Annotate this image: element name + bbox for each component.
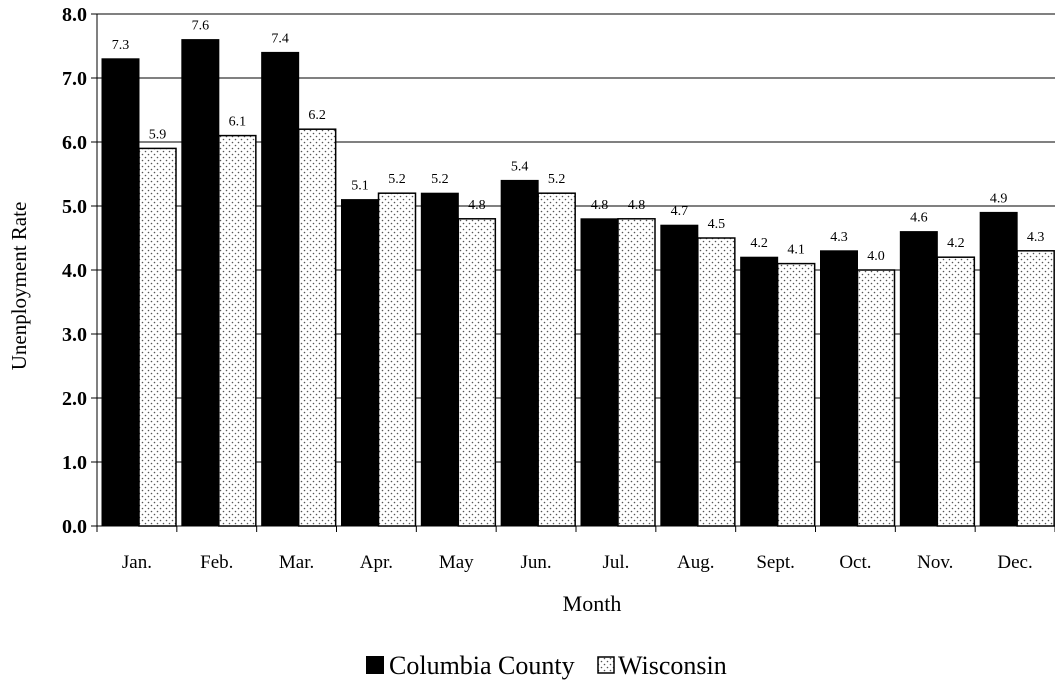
x-tick-label: Oct. <box>839 552 871 573</box>
data-label-wisconsin: 4.8 <box>628 198 646 213</box>
data-label-wisconsin: 5.9 <box>149 127 167 142</box>
data-label-wisconsin: 6.2 <box>308 108 326 123</box>
data-label-wisconsin: 5.2 <box>388 172 406 187</box>
bar-wisconsin <box>697 237 736 527</box>
data-label-wisconsin: 4.8 <box>468 198 486 213</box>
data-label-columbia-county: 4.8 <box>591 198 609 213</box>
bar-wisconsin <box>457 218 497 527</box>
bar-wisconsin <box>377 192 417 527</box>
bar-columbia-county <box>740 256 779 527</box>
data-label-columbia-county: 5.4 <box>511 159 529 174</box>
data-label-columbia-county: 5.1 <box>351 179 369 194</box>
bar-wisconsin <box>297 128 337 527</box>
legend: Columbia County Wisconsin <box>366 651 727 680</box>
bar-wisconsin <box>617 218 656 527</box>
bar-columbia-county <box>820 250 858 527</box>
data-label-wisconsin: 4.1 <box>787 243 805 258</box>
x-axis-title: Month <box>563 591 622 616</box>
data-label-columbia-county: 4.9 <box>990 191 1008 206</box>
x-tick-label: Dec. <box>997 552 1032 573</box>
x-tick-label: Jul. <box>602 552 629 573</box>
legend-swatch-wisconsin <box>597 656 615 674</box>
x-tick-label: Jan. <box>122 552 152 573</box>
data-label-columbia-county: 7.6 <box>192 19 210 34</box>
bar-wisconsin <box>776 262 816 527</box>
axes: 0.0 1.0 2.0 3.0 4.0 5.0 6.0 7.0 8.0 Jan. Feb. Mar. A… <box>62 4 1055 573</box>
gridlines <box>97 13 1055 463</box>
y-tick-label: 0.0 <box>62 516 87 538</box>
bar-wisconsin <box>537 192 576 527</box>
bar-wisconsin <box>218 134 257 527</box>
bar-wisconsin <box>1016 250 1055 527</box>
x-tick-label: Sept. <box>756 552 795 573</box>
bar-columbia-county <box>979 211 1018 527</box>
y-tick-label: 5.0 <box>62 196 87 218</box>
data-label-columbia-county: 7.4 <box>271 31 289 46</box>
data-label-wisconsin: 4.0 <box>867 249 885 264</box>
y-tick-label: 2.0 <box>62 388 87 410</box>
x-tick-label: May <box>439 552 474 573</box>
x-tick-label: Feb. <box>200 552 233 573</box>
bar-columbia-county <box>420 192 459 527</box>
y-tick-label: 8.0 <box>62 4 87 26</box>
data-label-columbia-county: 4.6 <box>910 211 928 226</box>
x-tick-label: Nov. <box>917 552 953 573</box>
data-label-wisconsin: 5.2 <box>548 172 566 187</box>
legend-label-columbia-county: Columbia County <box>389 651 575 680</box>
bar-wisconsin <box>936 256 976 527</box>
data-label-columbia-county: 4.3 <box>830 230 848 245</box>
bar-columbia-county <box>500 179 539 527</box>
bar-wisconsin <box>856 269 896 527</box>
y-tick-label: 7.0 <box>62 68 87 90</box>
data-label-columbia-county: 7.3 <box>112 38 130 53</box>
bar-columbia-county <box>580 218 619 527</box>
data-label-columbia-county: 4.2 <box>750 236 768 251</box>
bar-columbia-county <box>341 199 379 527</box>
bar-columbia-county <box>899 231 938 527</box>
data-label-wisconsin: 4.5 <box>708 217 726 232</box>
bars <box>101 39 1055 527</box>
bar-columbia-county <box>261 51 300 527</box>
bar-columbia-county <box>660 224 699 527</box>
legend-label-wisconsin: Wisconsin <box>618 651 727 680</box>
bar-columbia-county <box>181 39 220 527</box>
data-labels: 7.3 7.6 7.4 5.1 5.2 5.4 4.8 4.7 4.2 4.3 4.6 4.9 5.9 6… <box>112 19 1045 264</box>
data-label-wisconsin: 4.2 <box>947 236 965 251</box>
data-label-wisconsin: 4.3 <box>1027 230 1045 245</box>
data-label-columbia-county: 4.7 <box>671 204 689 219</box>
data-label-wisconsin: 6.1 <box>229 115 247 130</box>
bar-wisconsin <box>138 147 177 527</box>
x-tick-label: Aug. <box>677 552 714 573</box>
y-axis-title: Unenployment Rate <box>7 202 31 371</box>
x-tick-label: Apr. <box>360 552 393 573</box>
y-tick-label: 4.0 <box>62 260 87 282</box>
bar-columbia-county <box>101 58 140 527</box>
y-tick-label: 3.0 <box>62 324 87 346</box>
legend-item-columbia-county: Columbia County <box>366 651 575 680</box>
legend-item-wisconsin: Wisconsin <box>597 651 727 680</box>
legend-swatch-columbia-county <box>366 656 384 674</box>
y-tick-label: 6.0 <box>62 132 87 154</box>
y-tick-label: 1.0 <box>62 452 87 474</box>
x-tick-label: Mar. <box>279 552 314 573</box>
x-tick-label: Jun. <box>521 552 552 573</box>
data-label-columbia-county: 5.2 <box>431 172 449 187</box>
